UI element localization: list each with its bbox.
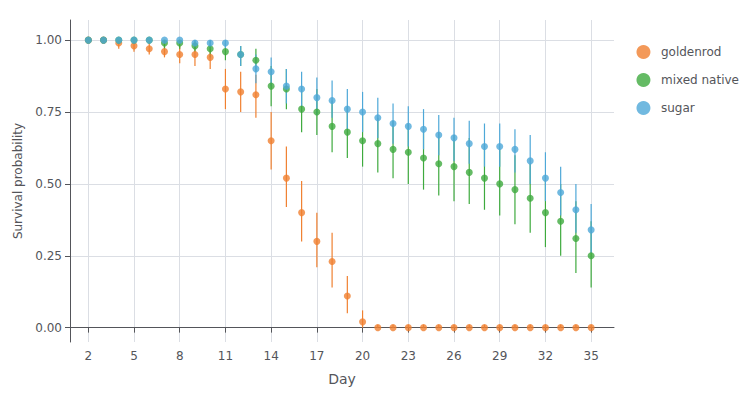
svg-text:20: 20	[355, 349, 370, 363]
svg-text:Day: Day	[328, 371, 356, 387]
svg-text:goldenrod: goldenrod	[661, 45, 722, 59]
svg-text:2: 2	[84, 349, 92, 363]
svg-text:14: 14	[264, 349, 279, 363]
svg-text:0.25: 0.25	[35, 249, 62, 263]
svg-text:26: 26	[446, 349, 461, 363]
svg-text:5: 5	[130, 349, 138, 363]
svg-text:17: 17	[309, 349, 324, 363]
svg-text:1.00: 1.00	[35, 33, 62, 47]
svg-text:mixed native: mixed native	[661, 73, 739, 87]
svg-text:Survival probability: Survival probability	[11, 123, 25, 239]
svg-text:0.00: 0.00	[35, 321, 62, 335]
svg-text:8: 8	[176, 349, 184, 363]
svg-text:32: 32	[538, 349, 553, 363]
svg-text:sugar: sugar	[661, 101, 695, 115]
svg-text:0.75: 0.75	[35, 105, 62, 119]
svg-text:11: 11	[218, 349, 233, 363]
svg-text:29: 29	[492, 349, 507, 363]
svg-text:23: 23	[401, 349, 416, 363]
svg-text:0.50: 0.50	[35, 177, 62, 191]
svg-text:35: 35	[584, 349, 599, 363]
